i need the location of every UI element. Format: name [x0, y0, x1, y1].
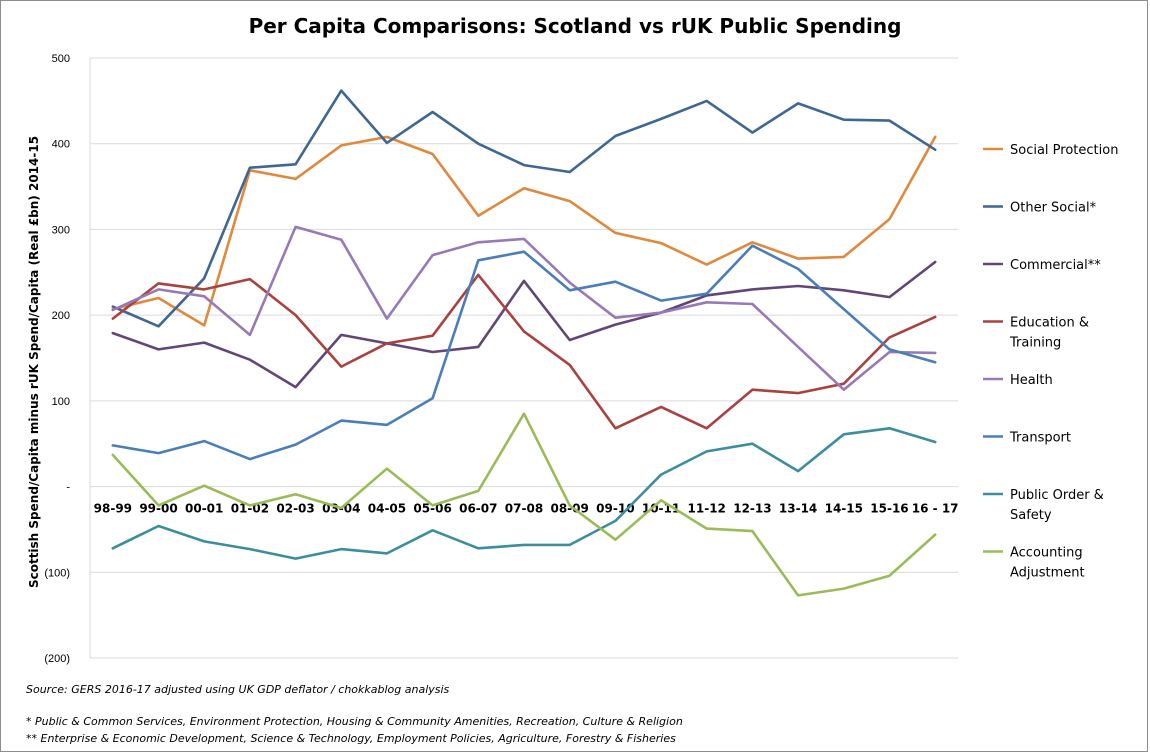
x-tick-label: 15-16	[870, 502, 908, 516]
series-line-transport	[111, 244, 937, 461]
legend-label: Social Protection	[1010, 143, 1118, 158]
x-tick-label: 99-00	[139, 502, 177, 516]
legend-label: Public Order &	[1010, 488, 1104, 503]
legend-item: Health	[983, 373, 1053, 388]
legend-item: Other Social*	[983, 201, 1097, 216]
x-tick-label: 05-06	[413, 502, 451, 516]
x-tick-label: 00-01	[185, 502, 223, 516]
y-tick-label: 300	[52, 224, 70, 236]
legend-label: Health	[1010, 373, 1053, 388]
x-tick-label: 01-02	[231, 502, 269, 516]
legend-label: Accounting	[1010, 546, 1083, 561]
x-tick-label: 12-13	[733, 502, 771, 516]
series-line-public-order-safety	[111, 426, 937, 560]
y-tick-label: -	[66, 482, 70, 494]
x-tick-label: 06-07	[459, 502, 497, 516]
legend-item: Commercial**	[983, 258, 1101, 273]
y-axis-label: Scottish Spend/Capita minus rUK Spend/Ca…	[27, 136, 41, 588]
series-line-commercial	[111, 260, 937, 389]
y-tick-label: 100	[52, 396, 70, 408]
y-tick-label: 500	[52, 53, 70, 65]
footnote-commercial: ** Enterprise & Economic Development, Sc…	[26, 732, 676, 745]
x-tick-label: 13-14	[779, 502, 817, 516]
series-layer	[111, 89, 937, 597]
x-tick-label: 07-08	[505, 502, 543, 516]
y-tick-label: (200)	[44, 653, 70, 665]
chart-title: Per Capita Comparisons: Scotland vs rUK …	[249, 14, 902, 38]
legend-item: Social Protection	[983, 143, 1118, 158]
y-axis-ticks: 500 400 300 200 100 - (100) (200)	[44, 53, 70, 665]
legend-label: Safety	[1010, 508, 1052, 523]
y-tick-label: 400	[52, 139, 70, 151]
series-line-accounting-adjustment	[111, 412, 937, 597]
source-note: Source: GERS 2016-17 adjusted using UK G…	[26, 683, 450, 696]
legend-item: Public Order & Safety	[983, 488, 1104, 523]
legend-label: Transport	[1009, 431, 1071, 446]
x-tick-label: 02-03	[276, 502, 314, 516]
footnote-other-social: * Public & Common Services, Environment …	[26, 715, 683, 728]
legend-label: Commercial**	[1010, 258, 1101, 273]
grid-layer	[89, 57, 958, 659]
series-line-health	[111, 225, 937, 392]
series-line-education-training	[111, 273, 937, 430]
legend-item: Transport	[983, 431, 1071, 446]
legend-label: Training	[1009, 336, 1061, 351]
legend-label: Education &	[1010, 316, 1089, 331]
x-tick-label: 16 - 17	[912, 502, 959, 516]
legend-label: Other Social*	[1010, 201, 1097, 216]
y-tick-label: 200	[52, 310, 70, 322]
legend-label: Adjustment	[1010, 566, 1085, 581]
x-tick-label: 14-15	[825, 502, 863, 516]
x-tick-label: 98-99	[94, 502, 132, 516]
series-line-other-social	[111, 89, 937, 328]
x-axis-ticks: 98-99 99-00 00-01 01-02 02-03 03-04 04-05 05-06…	[94, 502, 959, 516]
x-tick-label: 04-05	[368, 502, 406, 516]
x-tick-label: 11-12	[688, 502, 726, 516]
y-tick-label: (100)	[44, 567, 70, 579]
legend-item: Accounting Adjustment	[983, 546, 1085, 581]
legend-item: Education & Training	[983, 316, 1089, 351]
legend: Social Protection Other Social* Commercial…	[983, 143, 1118, 581]
